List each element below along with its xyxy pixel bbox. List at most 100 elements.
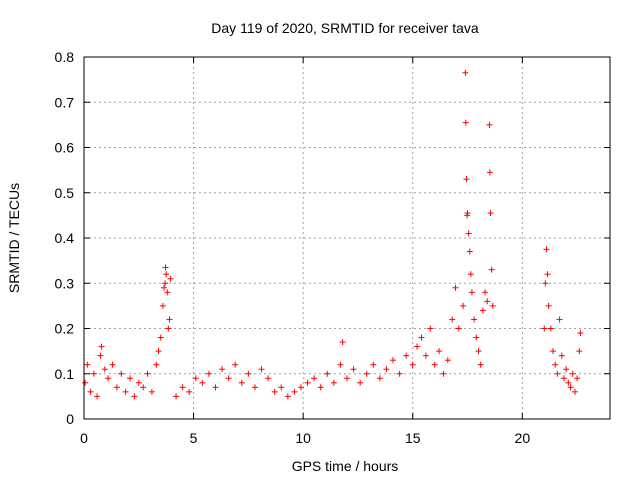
data-point xyxy=(173,393,180,400)
data-point xyxy=(486,169,493,176)
data-point xyxy=(163,271,170,278)
data-point xyxy=(464,210,471,217)
data-point xyxy=(162,280,169,287)
data-point xyxy=(544,271,551,278)
data-point xyxy=(422,352,429,359)
data-point xyxy=(122,388,129,395)
data-point xyxy=(465,230,472,237)
data-point xyxy=(109,361,116,368)
data-point xyxy=(547,325,554,332)
data-point xyxy=(556,316,563,323)
data-point xyxy=(278,384,285,391)
data-point xyxy=(291,388,298,395)
data-point xyxy=(455,325,462,332)
grid-layer xyxy=(84,57,610,419)
data-point xyxy=(576,348,583,355)
data-point xyxy=(574,375,581,382)
y-tick-label: 0 xyxy=(66,411,74,427)
data-point xyxy=(577,330,584,337)
data-point xyxy=(205,370,212,377)
data-point xyxy=(414,343,421,350)
data-point xyxy=(219,366,226,373)
data-point xyxy=(192,375,199,382)
data-point xyxy=(251,384,258,391)
data-point xyxy=(436,348,443,355)
data-point xyxy=(552,361,559,368)
chart-title: Day 119 of 2020, SRMTID for receiver tav… xyxy=(211,20,479,36)
data-point xyxy=(337,361,344,368)
data-point xyxy=(357,379,364,386)
data-point xyxy=(471,316,478,323)
data-point xyxy=(390,357,397,364)
data-point xyxy=(199,379,206,386)
data-point xyxy=(84,361,91,368)
data-point xyxy=(162,264,169,271)
data-point xyxy=(144,370,151,377)
data-point xyxy=(545,302,552,309)
y-tick-label: 0.8 xyxy=(55,49,75,65)
data-point xyxy=(468,289,475,296)
data-point xyxy=(317,384,324,391)
data-point xyxy=(165,325,172,332)
data-point xyxy=(489,302,496,309)
data-point xyxy=(550,348,557,355)
data-point xyxy=(186,388,193,395)
data-point xyxy=(140,384,147,391)
data-point xyxy=(87,388,94,395)
data-point xyxy=(135,379,142,386)
data-point xyxy=(98,343,105,350)
data-point xyxy=(569,370,576,377)
data-point xyxy=(541,325,548,332)
data-point xyxy=(383,366,390,373)
data-point xyxy=(444,357,451,364)
data-point xyxy=(554,370,561,377)
data-point xyxy=(363,370,370,377)
data-point xyxy=(463,176,470,183)
data-point xyxy=(265,375,272,382)
data-point xyxy=(113,384,120,391)
data-point xyxy=(418,334,425,341)
x-tick-label: 10 xyxy=(295,430,311,446)
data-point xyxy=(396,370,403,377)
data-point xyxy=(97,352,104,359)
data-point xyxy=(82,379,89,386)
data-point xyxy=(118,370,125,377)
data-point xyxy=(339,339,346,346)
data-point xyxy=(101,366,108,373)
data-point xyxy=(344,375,350,382)
data-point xyxy=(330,379,337,386)
x-axis-title: GPS time / hours xyxy=(292,458,399,474)
data-point xyxy=(105,375,112,382)
data-point xyxy=(157,334,164,341)
data-point xyxy=(563,366,570,373)
data-point xyxy=(460,302,467,309)
data-point xyxy=(482,289,489,296)
tick-label-layer: 0 0.1 0.2 0.3 0.4 0.5 0.6 0.7 0.8 0 5 10 15 20 xyxy=(55,49,531,446)
data-point xyxy=(167,275,174,282)
data-point xyxy=(324,370,331,377)
y-tick-label: 0.2 xyxy=(55,321,75,337)
data-point xyxy=(350,366,357,373)
data-point xyxy=(466,248,473,255)
plot-frame xyxy=(83,56,611,420)
data-point xyxy=(462,119,469,126)
data-point xyxy=(232,361,239,368)
data-point xyxy=(160,284,167,291)
data-point xyxy=(225,375,232,382)
data-point xyxy=(131,393,138,400)
data-point xyxy=(487,210,494,217)
data-point xyxy=(164,289,171,296)
data-point xyxy=(484,298,491,305)
data-point xyxy=(159,302,166,309)
data-point xyxy=(245,370,252,377)
data-point xyxy=(258,366,265,373)
data-point xyxy=(449,316,456,323)
data-point xyxy=(311,375,318,382)
tick-layer xyxy=(83,56,610,420)
data-point xyxy=(462,69,469,76)
data-point xyxy=(542,280,549,287)
data-point xyxy=(155,348,162,355)
x-tick-label: 15 xyxy=(405,430,421,446)
y-axis-title: SRMTID / TECUs xyxy=(6,183,22,293)
